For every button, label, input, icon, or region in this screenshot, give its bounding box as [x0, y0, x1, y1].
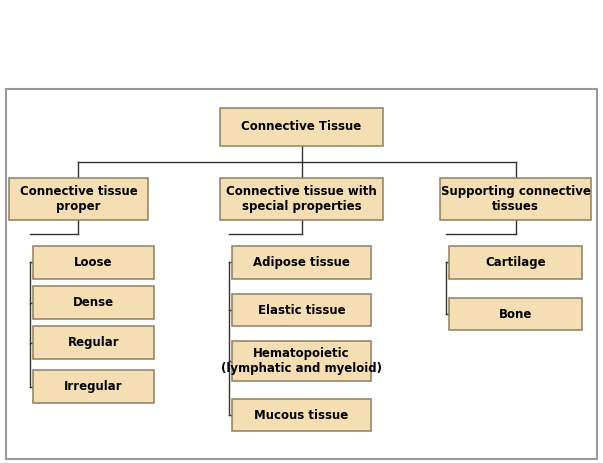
Text: Mucous tissue: Mucous tissue — [254, 409, 349, 422]
Text: Supporting connective
tissues: Supporting connective tissues — [441, 186, 590, 213]
Text: Adipose tissue: Adipose tissue — [253, 256, 350, 269]
Text: Elastic tissue: Elastic tissue — [257, 304, 346, 317]
FancyBboxPatch shape — [220, 178, 383, 220]
FancyBboxPatch shape — [33, 246, 154, 279]
Text: Connective tissue with
special properties: Connective tissue with special propertie… — [226, 186, 377, 213]
FancyBboxPatch shape — [232, 246, 371, 279]
Text: Hematopoietic
(lymphatic and myeloid): Hematopoietic (lymphatic and myeloid) — [221, 347, 382, 375]
Text: Loose: Loose — [74, 256, 113, 269]
Text: Regular: Regular — [68, 336, 119, 349]
FancyBboxPatch shape — [449, 246, 582, 279]
FancyBboxPatch shape — [33, 370, 154, 403]
FancyBboxPatch shape — [232, 294, 371, 326]
FancyBboxPatch shape — [33, 326, 154, 359]
FancyBboxPatch shape — [220, 108, 383, 146]
Text: Connective tissue
proper: Connective tissue proper — [19, 186, 137, 213]
Text: Irregular: Irregular — [64, 380, 123, 393]
FancyBboxPatch shape — [6, 89, 597, 459]
FancyBboxPatch shape — [9, 178, 148, 220]
FancyBboxPatch shape — [449, 298, 582, 330]
Text: Cartilage: Cartilage — [485, 256, 546, 269]
Text: Classification Showing Principle Types of
Connective Tissue: Classification Showing Principle Types o… — [15, 17, 447, 61]
FancyBboxPatch shape — [440, 178, 591, 220]
Text: Dense: Dense — [73, 296, 114, 309]
Text: Connective Tissue: Connective Tissue — [241, 120, 362, 133]
FancyBboxPatch shape — [33, 286, 154, 319]
Text: Bone: Bone — [499, 307, 532, 320]
FancyBboxPatch shape — [232, 399, 371, 432]
FancyBboxPatch shape — [232, 341, 371, 381]
